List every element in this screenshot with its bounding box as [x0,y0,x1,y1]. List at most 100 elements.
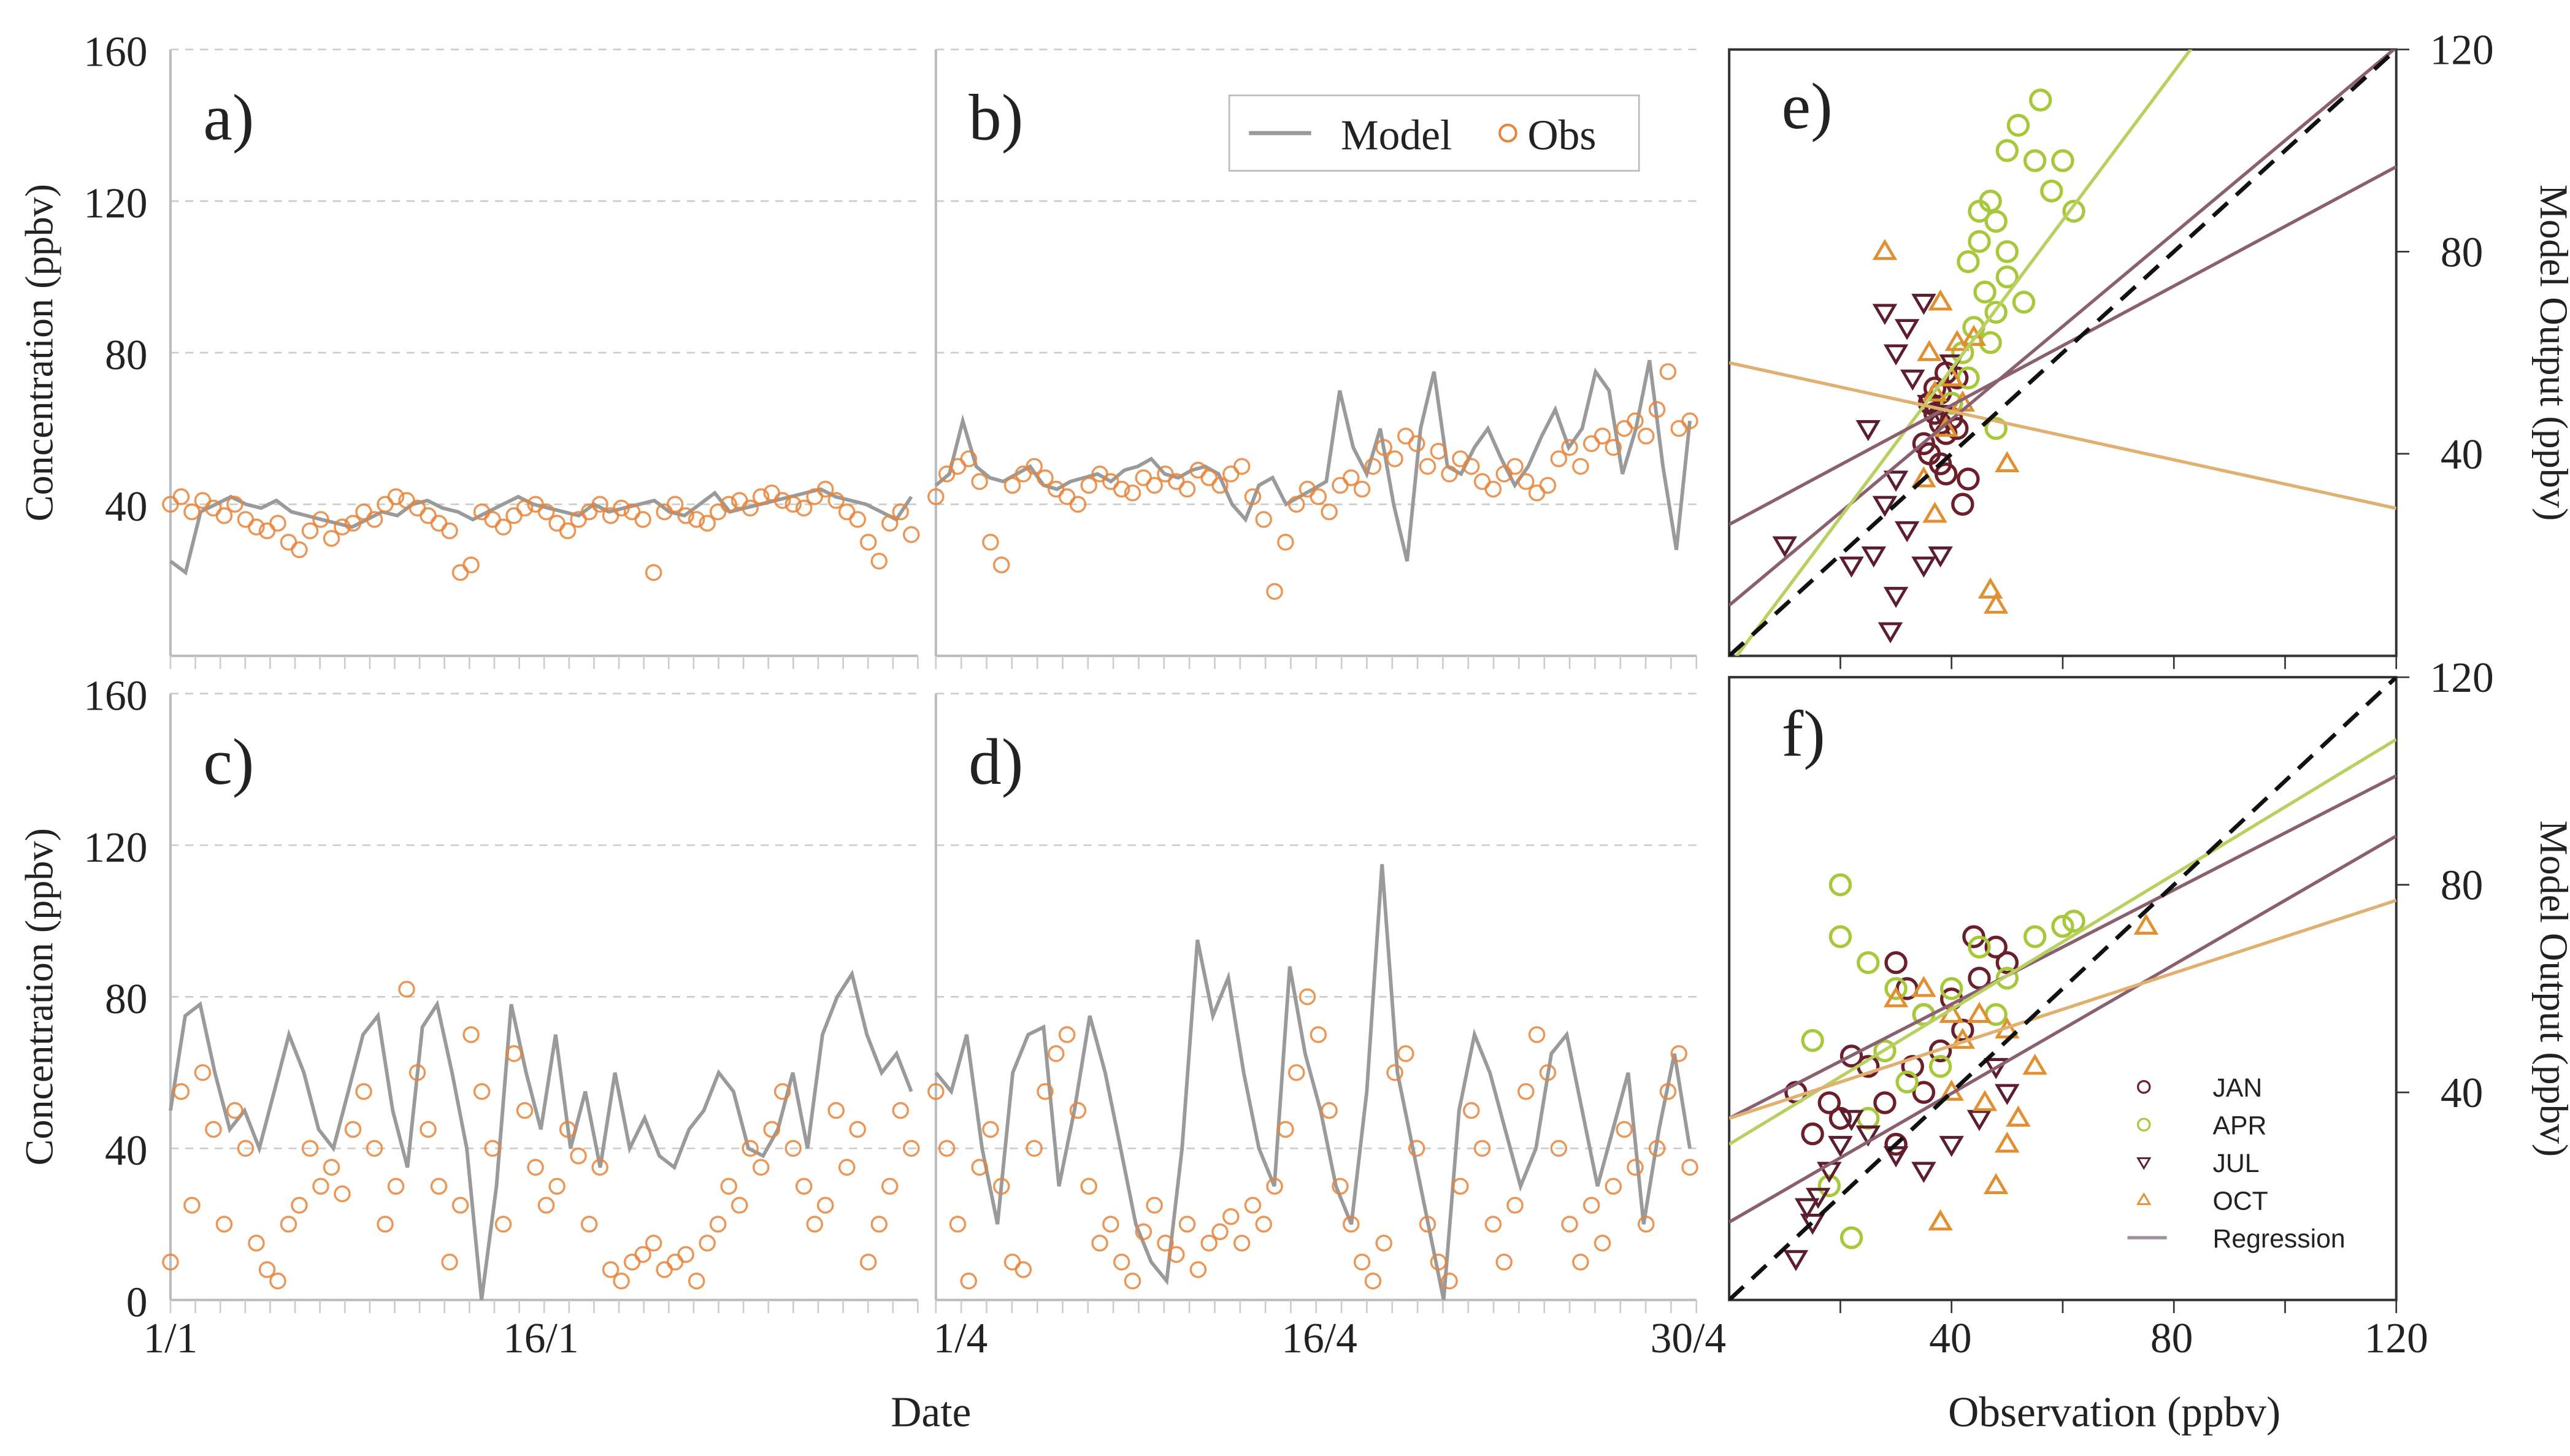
obs-point [559,522,577,540]
jan-apr-point [2062,910,2085,933]
jan-apr-point [1884,1133,1908,1156]
obs-point [291,541,308,559]
obs-point [1026,1140,1043,1157]
obs-point [484,1140,501,1157]
obs-point [688,1272,705,1290]
obs-point [570,1148,587,1165]
triangle-point [1977,577,2003,599]
obs-point [205,1121,222,1138]
obs-point [1310,488,1327,505]
y-tick-label: 40 [2441,431,2483,478]
plot-area [1729,677,2396,1300]
obs-point [881,1178,899,1195]
obs-point [162,1254,179,1271]
jan-apr-point [1973,280,1997,304]
obs-point [505,1045,523,1062]
triangle-point [1883,986,1909,1008]
obs-point [1452,450,1469,467]
jan-apr-point [1984,416,2008,440]
regression-line-oct [1729,361,2396,510]
obs-point [1102,1216,1119,1233]
obs-point [1091,1235,1108,1252]
obs-point [1517,1082,1535,1100]
obs-point [1670,420,1687,437]
triangle-point [1900,369,1925,391]
obs-point [1080,477,1097,494]
obs-point [323,530,340,547]
obs-point [430,1178,448,1195]
y-tick-label: 160 [83,673,147,720]
y-axis-label: Concentration (ppbv) [18,828,61,1165]
obs-point [656,1261,673,1278]
obs-point [1113,480,1130,498]
obs-point [194,492,212,509]
obs-point [613,499,630,517]
jan-apr-point [1839,1226,1863,1249]
obs-point [1561,1216,1578,1233]
obs-point [377,1216,394,1233]
jan-apr-point [1901,1055,1924,1078]
legend-obs-label: Obs [1527,112,1596,159]
obs-point [992,1178,1010,1195]
obs-point [1572,1254,1589,1271]
jan-apr-point [2028,88,2052,112]
x-tick-label: 1/1 [144,1315,198,1362]
obs-point [1211,1223,1229,1241]
obs-point [215,1216,233,1233]
obs-point [1484,1216,1502,1233]
triangle-point [1928,546,1953,568]
obs-point [773,492,791,509]
panel-c [162,692,920,1313]
regression-line-apr [1735,49,2193,656]
jan-apr-point [1912,432,1936,456]
obs-point [1113,1254,1130,1271]
obs-point [849,1121,866,1138]
obs-point [709,503,727,521]
obs-point [258,1261,276,1278]
obs-point [1375,439,1392,456]
obs-point [1124,1272,1141,1290]
panel-label: b) [969,82,1023,155]
jan-apr-point [2012,290,2036,314]
obs-point [430,515,448,532]
obs-point [280,1216,297,1233]
obs-point [1506,458,1524,475]
obs-point [1287,1064,1305,1081]
triangle-point [1855,420,1881,442]
obs-point [1561,439,1578,456]
triangle-point [1966,1109,1992,1132]
obs-point [731,1197,748,1214]
legend-regression-label: Regression [2212,1224,2345,1254]
jan-apr-point [1995,951,2019,975]
obs-point [1222,466,1240,483]
obs-point [323,1159,340,1176]
jan-apr-point [1912,1081,1936,1104]
obs-point [312,1178,329,1195]
obs-point [1037,1082,1054,1100]
obs-point [1473,1140,1491,1157]
panel-label: e) [1782,71,1833,143]
triangle-point [1917,340,1942,361]
jan-apr-point [1873,1091,1897,1114]
obs-point [688,511,705,528]
obs-point [312,511,329,528]
obs-point [1627,1159,1644,1176]
panel-label: f) [1782,698,1825,770]
obs-point [334,1185,351,1203]
obs-point [355,503,372,521]
obs-point [194,1064,212,1081]
obs-point [677,507,694,524]
obs-point [409,1064,426,1081]
panel-b [927,48,1698,669]
obs-point [559,1121,577,1138]
obs-point [1200,469,1218,486]
obs-point [1648,1140,1666,1157]
obs-point [1419,458,1437,475]
obs-point [1233,458,1251,475]
obs-point [881,515,899,532]
jan-apr-point [1828,925,1852,948]
obs-point [1298,988,1316,1006]
obs-point [494,518,512,536]
obs-point [1572,458,1589,475]
obs-point [1681,412,1698,430]
